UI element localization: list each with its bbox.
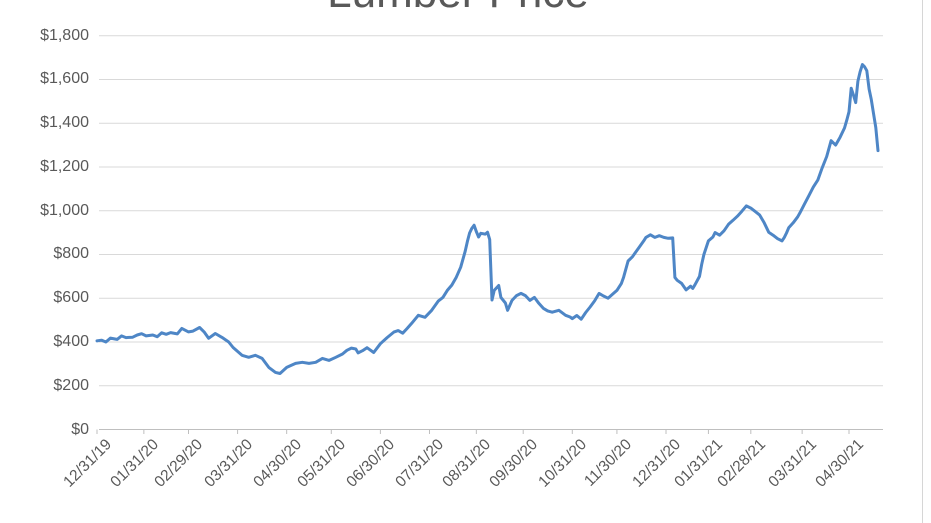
y-axis-label: $400 (53, 332, 89, 350)
y-axis-label: $1,600 (40, 70, 89, 88)
y-axis-label: $1,800 (40, 26, 89, 44)
price-line-series (95, 63, 880, 375)
y-axis-label: $0 (71, 420, 89, 438)
y-axis-label: $200 (53, 376, 89, 394)
y-axis-label: $800 (53, 245, 89, 263)
chart-right-border (922, 0, 923, 523)
chart-title: Lumber Price (70, 0, 846, 19)
y-axis-label: $1,400 (40, 114, 89, 132)
y-axis-label: $600 (53, 289, 89, 307)
y-axis-label: $1,200 (40, 157, 89, 175)
y-axis-label: $1,000 (40, 201, 89, 219)
